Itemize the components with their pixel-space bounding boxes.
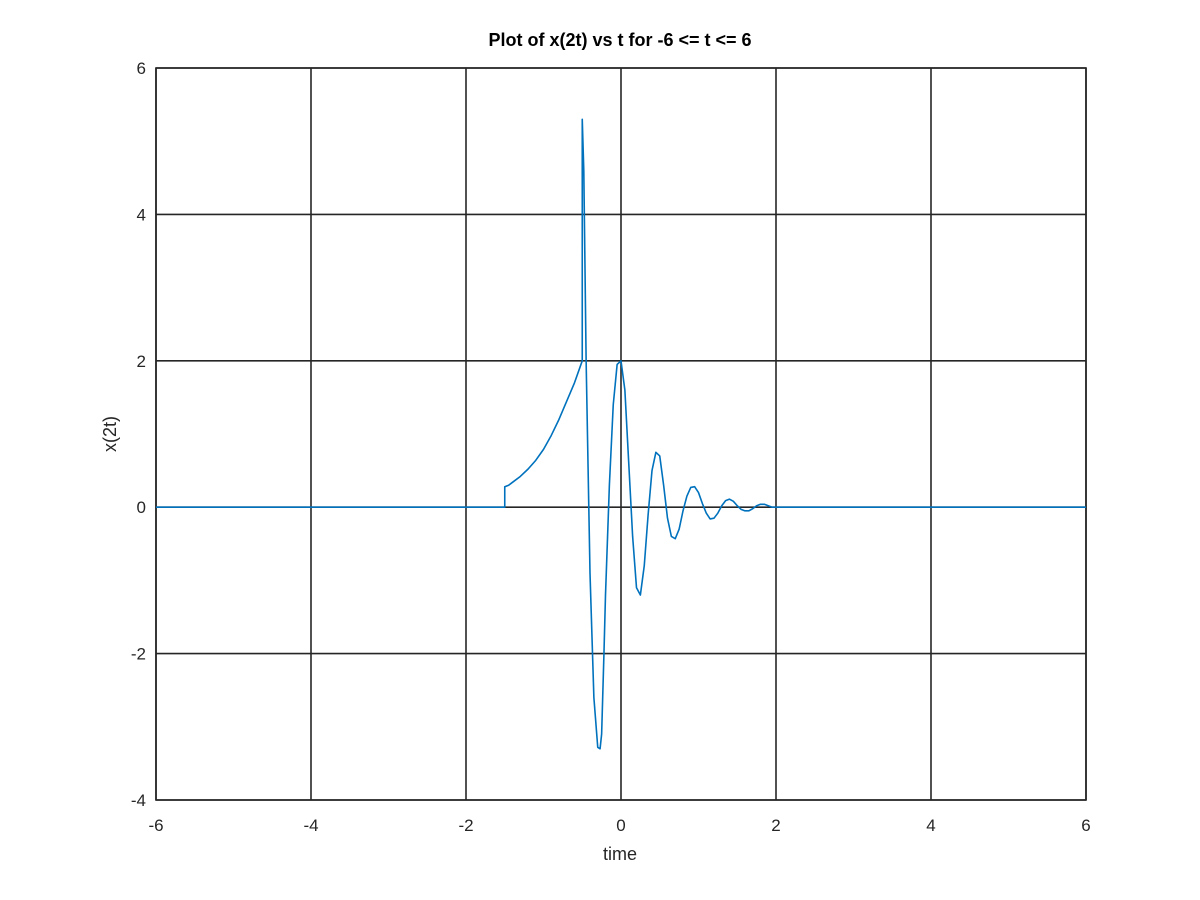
y-tick-label: -4	[131, 791, 146, 810]
series-group	[156, 118, 1086, 750]
y-tick-label: 0	[137, 498, 146, 517]
x-tick-label: 6	[1081, 816, 1090, 835]
chart-title: Plot of x(2t) vs t for -6 <= t <= 6	[488, 30, 751, 50]
x-tick-label: -6	[148, 816, 163, 835]
x-tick-label: 4	[926, 816, 935, 835]
x-tick-label: -4	[303, 816, 318, 835]
x-axis-label: time	[603, 844, 637, 864]
y-tick-label: 4	[137, 205, 146, 224]
y-tick-label: 6	[137, 59, 146, 78]
y-axis-label: x(2t)	[100, 416, 120, 452]
x-tick-label: -2	[458, 816, 473, 835]
x-tick-label: 0	[616, 816, 625, 835]
y-tick-label: -2	[131, 645, 146, 664]
y-tick-label: 2	[137, 352, 146, 371]
series-line-0	[156, 118, 1086, 750]
y-tick-labels: -4 -2 0 2 4 6	[131, 59, 146, 810]
x-tick-label: 2	[771, 816, 780, 835]
x-tick-labels: -6 -4 -2 0 2 4 6	[148, 816, 1090, 835]
